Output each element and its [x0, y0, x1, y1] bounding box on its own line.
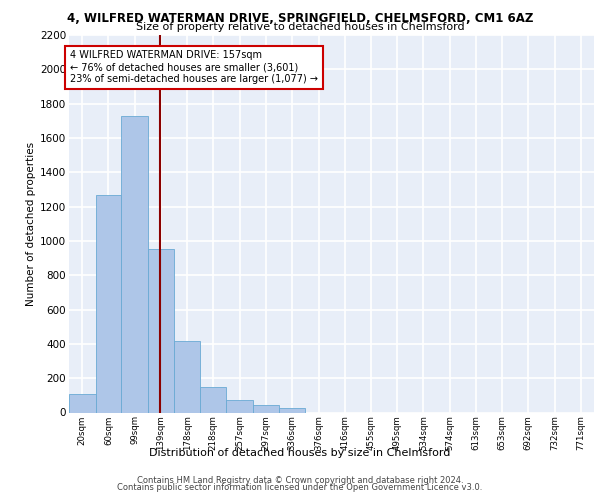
Text: 4 WILFRED WATERMAN DRIVE: 157sqm
← 76% of detached houses are smaller (3,601)
23: 4 WILFRED WATERMAN DRIVE: 157sqm ← 76% o…: [70, 50, 319, 84]
Bar: [253, 406, 279, 412]
Text: 4, WILFRED WATERMAN DRIVE, SPRINGFIELD, CHELMSFORD, CM1 6AZ: 4, WILFRED WATERMAN DRIVE, SPRINGFIELD, …: [67, 12, 533, 26]
Text: Distribution of detached houses by size in Chelmsford: Distribution of detached houses by size …: [149, 448, 451, 458]
Text: Size of property relative to detached houses in Chelmsford: Size of property relative to detached ho…: [136, 22, 464, 32]
Bar: [226, 400, 253, 412]
Bar: [121, 116, 148, 412]
Bar: [174, 342, 200, 412]
Bar: [69, 394, 95, 412]
Bar: [200, 387, 226, 412]
Bar: [95, 194, 121, 412]
Text: Contains public sector information licensed under the Open Government Licence v3: Contains public sector information licen…: [118, 484, 482, 492]
Bar: [279, 408, 305, 412]
Text: Contains HM Land Registry data © Crown copyright and database right 2024.: Contains HM Land Registry data © Crown c…: [137, 476, 463, 485]
Bar: [148, 250, 174, 412]
Y-axis label: Number of detached properties: Number of detached properties: [26, 142, 36, 306]
